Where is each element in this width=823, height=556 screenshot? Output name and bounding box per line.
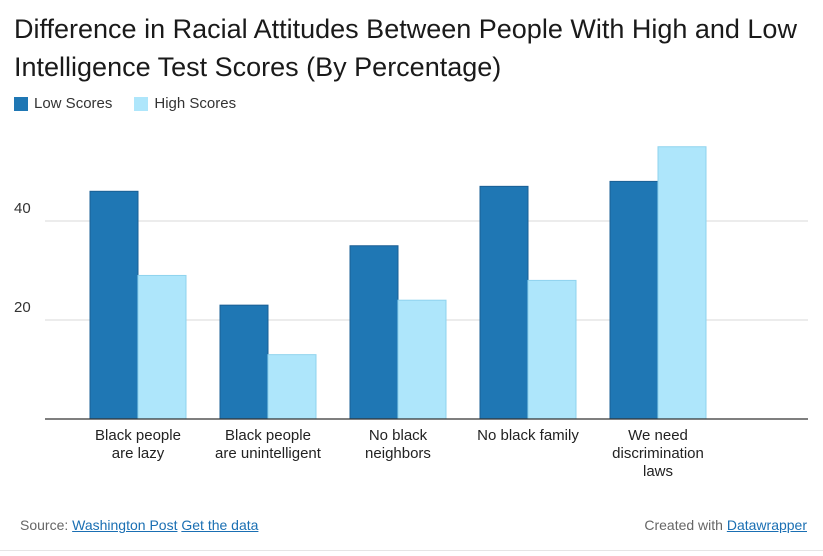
x-tick-label: Black people are unintelligent [215,427,322,462]
get-data-link[interactable]: Get the data [181,517,259,533]
bar [267,354,317,420]
footer: Source: Washington Post Get the data Cre… [20,517,807,533]
bar [479,185,529,420]
y-tick-label: 40 [14,200,31,217]
x-tick-label: No black family [477,427,579,444]
bar-chart: 20 40 Black people are lazy Black people are … [14,146,808,480]
legend-swatch-low-scores [14,96,28,111]
source-line: Source: Washington Post Get the data [20,517,258,533]
legend-item-low-scores: Low Scores [14,95,112,112]
source-link[interactable]: Washington Post [72,517,178,533]
x-tick-label: Black people are lazy [95,427,181,462]
bar [657,146,707,420]
legend: Low Scores High Scores [14,95,236,112]
bar [137,274,187,420]
datawrapper-link[interactable]: Datawrapper [726,517,807,533]
source-prefix: Source: [20,517,69,533]
bar [349,245,399,420]
legend-label-high-scores: High Scores [154,95,237,112]
bar [219,304,269,420]
x-tick-label: We need discrimination laws [612,427,704,480]
created-prefix: Created with [644,517,723,533]
legend-label-low-scores: Low Scores [34,95,113,112]
credit-line: Created with Datawrapper [644,517,807,533]
legend-swatch-high-scores [134,96,149,111]
legend-item-high-scores: High Scores [134,95,236,112]
bar [89,190,139,420]
bar [397,299,447,420]
y-tick-label: 20 [14,299,31,316]
bar [609,180,659,420]
bottom-divider [0,550,823,551]
bar [527,279,577,420]
chart-title: Difference in Racial Attitudes Between P… [14,14,797,82]
x-tick-label: No black neighbors [365,427,431,462]
